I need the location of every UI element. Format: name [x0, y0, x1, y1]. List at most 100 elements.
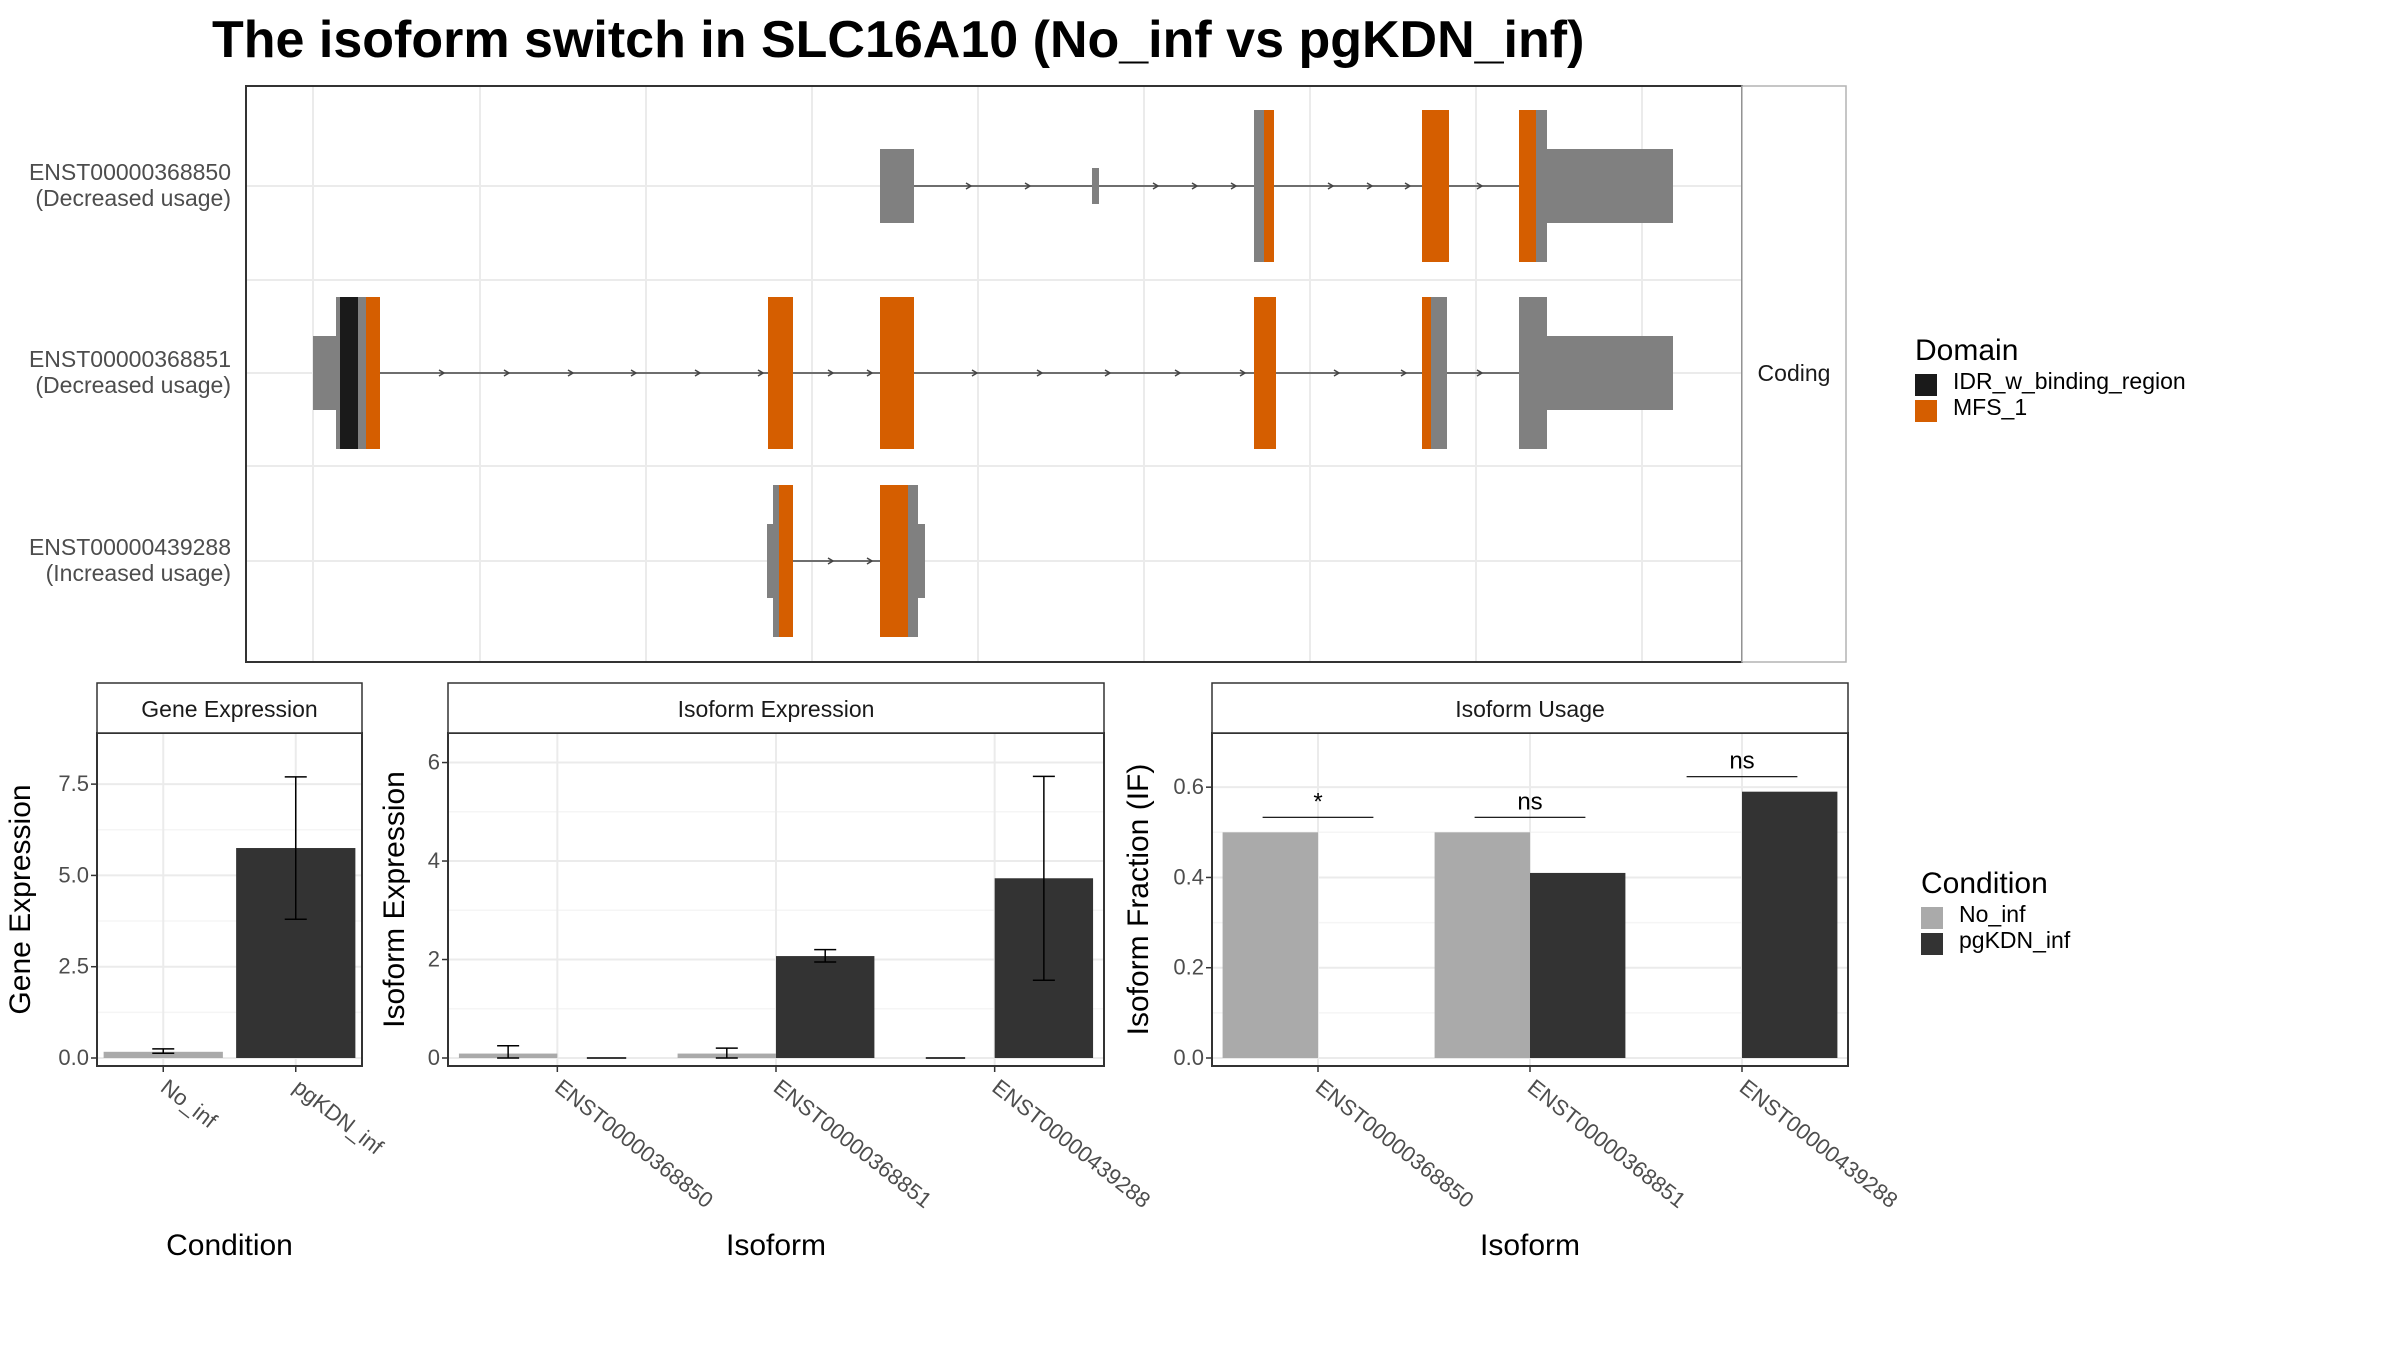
figure-title: The isoform switch in SLC16A10 (No_inf v… [212, 11, 1584, 69]
condition-legend-swatch [1921, 907, 1943, 929]
coding-exon [1519, 297, 1547, 449]
isoform-label-usage: (Decreased usage) [35, 372, 231, 398]
direction-arrow [866, 369, 874, 377]
bar-panel-strip [1211, 682, 1849, 734]
condition-legend-label: pgKDN_inf [1959, 927, 2071, 953]
direction-arrow [1404, 182, 1412, 190]
direction-arrow [1024, 182, 1032, 190]
x-axis-title: Isoform [726, 1229, 826, 1262]
y-tick-label: 0 [428, 1045, 440, 1070]
bar [776, 956, 875, 1058]
coding-exon [358, 297, 366, 449]
y-tick-label: 0.2 [1173, 955, 1204, 980]
direction-arrow [1152, 182, 1160, 190]
facet-label: Coding [1758, 360, 1831, 386]
direction-arrow [1174, 369, 1182, 377]
direction-arrow [757, 369, 765, 377]
direction-arrow [567, 369, 575, 377]
bar [1222, 832, 1318, 1058]
utr-exon [1547, 336, 1673, 410]
bar [1434, 832, 1530, 1058]
utr-exon [1092, 168, 1099, 204]
y-tick-label: 0.6 [1173, 774, 1204, 799]
x-axis-title: Condition [166, 1229, 293, 1262]
coding-exon [1254, 110, 1264, 262]
bar-panel-title: Isoform Expression [678, 696, 875, 722]
coding-exon [1431, 297, 1447, 449]
utr-exon [1547, 149, 1673, 223]
bar-panel-strip [447, 682, 1105, 734]
mfs-domain-segment [1422, 110, 1449, 262]
significance-label: ns [1517, 788, 1542, 815]
significance-label: ns [1729, 748, 1754, 775]
bar [1742, 791, 1838, 1058]
mfs-domain-segment [366, 297, 380, 449]
coding-exon [773, 485, 779, 637]
bar-panel-title: Isoform Usage [1455, 696, 1605, 722]
y-axis-title: Isoform Fraction (IF) [1122, 764, 1155, 1036]
utr-exon [767, 524, 773, 598]
mfs-domain-segment [779, 485, 793, 637]
direction-arrow [1476, 182, 1484, 190]
facet-strip [1741, 85, 1847, 663]
bar-panel-strip [96, 682, 363, 734]
y-tick-label: 7.5 [58, 771, 89, 796]
direction-arrow [1104, 369, 1112, 377]
idr-domain-segment [340, 297, 358, 449]
bar [1530, 872, 1626, 1058]
significance-label: * [1313, 788, 1322, 815]
mfs-domain-segment [880, 297, 914, 449]
mfs-domain-segment [1264, 110, 1274, 262]
condition-legend-swatch [1921, 933, 1943, 955]
y-tick-label: 2 [428, 947, 440, 972]
utr-exon [918, 524, 925, 598]
coding-exon [908, 485, 918, 637]
y-tick-label: 0.0 [58, 1045, 89, 1070]
domain-legend-swatch [1915, 400, 1937, 422]
domain-legend-label: IDR_w_binding_region [1953, 368, 2186, 394]
direction-arrow [1327, 182, 1335, 190]
condition-legend-title: Condition [1921, 867, 2048, 900]
x-axis-title: Isoform [1480, 1229, 1580, 1262]
condition-legend-label: No_inf [1959, 901, 2026, 927]
coding-exon [1536, 110, 1547, 262]
direction-arrow [1239, 369, 1247, 377]
direction-arrow [1333, 369, 1341, 377]
y-tick-label: 0.0 [1173, 1045, 1204, 1070]
direction-arrow [438, 369, 446, 377]
direction-arrow [630, 369, 638, 377]
isoform-label-id: ENST00000368850 [29, 159, 231, 185]
direction-arrow [965, 182, 973, 190]
direction-arrow [1230, 182, 1238, 190]
y-axis-title: Gene Expression [4, 784, 37, 1014]
y-tick-label: 0.4 [1173, 864, 1204, 889]
direction-arrow [1191, 182, 1199, 190]
domain-legend-swatch [1915, 374, 1937, 396]
mfs-domain-segment [768, 297, 793, 449]
y-tick-label: 5.0 [58, 862, 89, 887]
direction-arrow [827, 369, 835, 377]
domain-legend-label: MFS_1 [1953, 394, 2027, 420]
mfs-domain-segment [1422, 297, 1431, 449]
mfs-domain-segment [1254, 297, 1276, 449]
isoform-label-usage: (Increased usage) [46, 560, 231, 586]
coding-exon [336, 297, 340, 449]
direction-arrow [1366, 182, 1374, 190]
direction-arrow [827, 557, 835, 565]
isoform-track-3 [767, 485, 925, 637]
direction-arrow [503, 369, 511, 377]
direction-arrow [866, 557, 874, 565]
mfs-domain-segment [880, 485, 908, 637]
direction-arrow [1476, 369, 1484, 377]
utr-exon [313, 336, 336, 410]
mfs-domain-segment [1519, 110, 1536, 262]
y-tick-label: 6 [428, 750, 440, 775]
y-axis-title: Isoform Expression [378, 771, 411, 1028]
isoform-track-2 [313, 297, 1673, 449]
